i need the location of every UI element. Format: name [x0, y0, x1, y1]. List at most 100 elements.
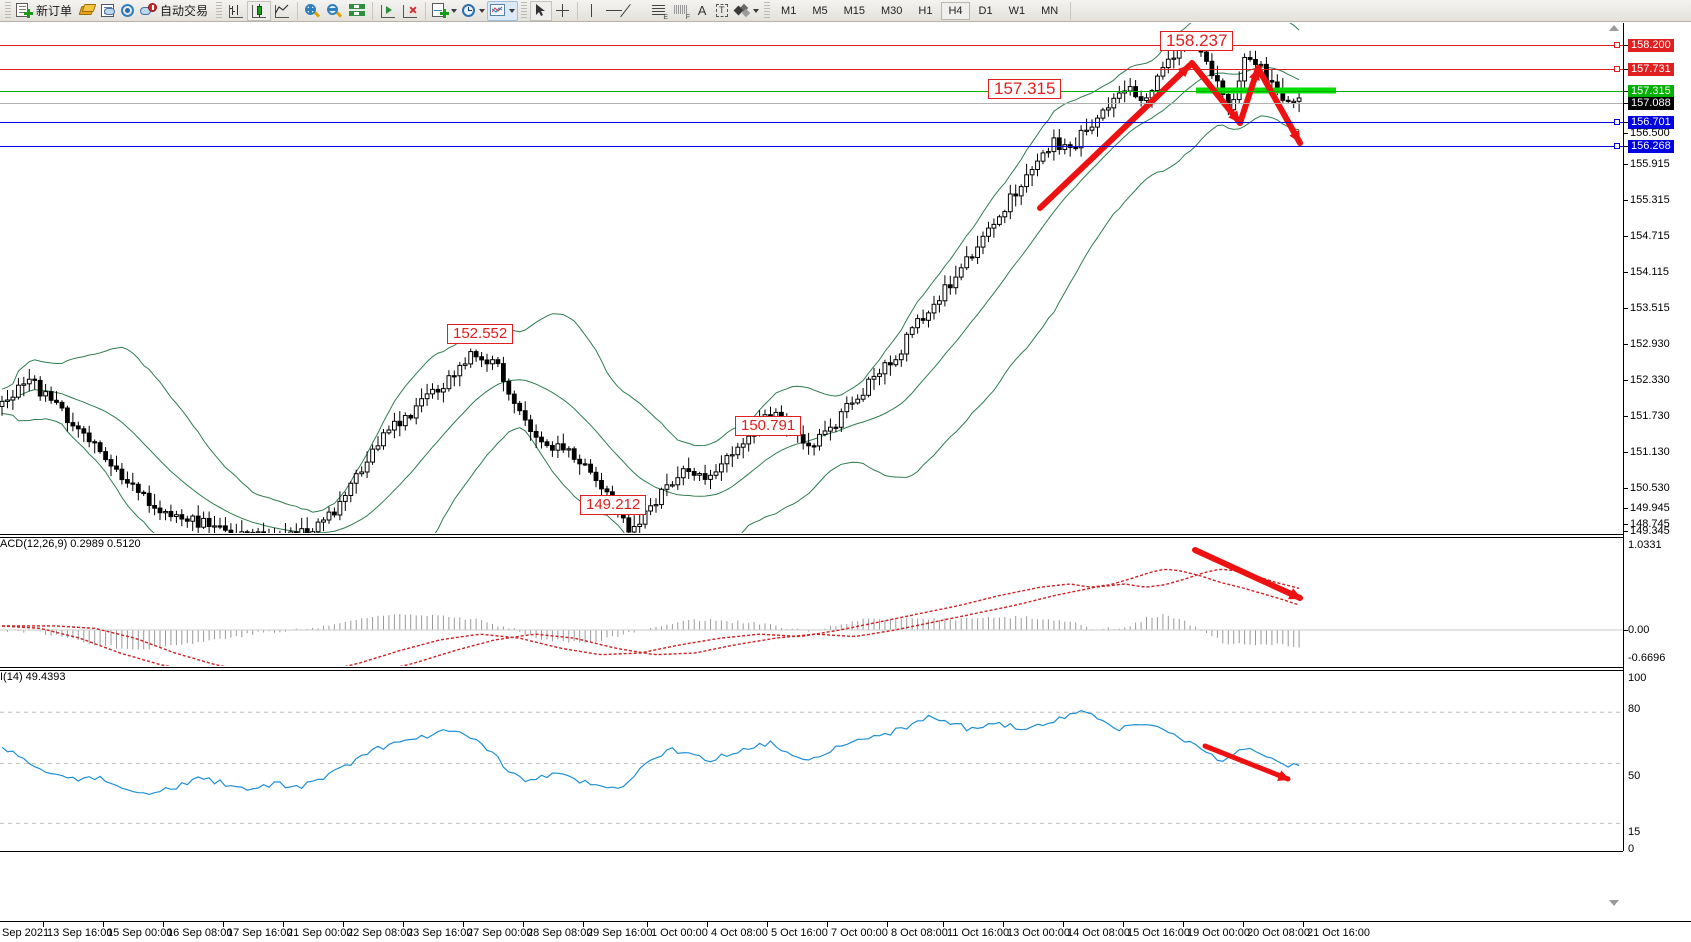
time-axis-tick: [103, 922, 104, 927]
text-button[interactable]: A: [692, 1, 712, 21]
price-scale-label: 156.500: [1630, 127, 1670, 139]
new-order-button[interactable]: 新订单: [14, 1, 77, 21]
target-zone-marker[interactable]: [1196, 87, 1336, 94]
time-axis-label: 21 Oct 16:00: [1307, 927, 1370, 939]
period-button[interactable]: [459, 1, 487, 21]
timeframe-h4[interactable]: H4: [941, 1, 970, 20]
crosshair-button[interactable]: [552, 1, 573, 21]
price-scale-tick: [1624, 236, 1628, 237]
trend-arrow[interactable]: [1255, 65, 1303, 146]
timeframe-w1[interactable]: W1: [1008, 4, 1026, 17]
timeframe-m30[interactable]: M30: [881, 4, 903, 17]
indicators-icon: [432, 3, 450, 18]
rsi-pane[interactable]: [0, 671, 1623, 851]
time-axis-tick: [1063, 922, 1064, 927]
macd-scale-tick: [1624, 630, 1628, 631]
macd-pane[interactable]: [0, 538, 1623, 666]
time-axis-label: 22 Sep 08:00: [347, 927, 413, 939]
price-scale-tick: [1624, 69, 1628, 70]
price-scale-tick: [1624, 308, 1628, 309]
signals-button[interactable]: [118, 1, 138, 21]
shapes-button[interactable]: [732, 1, 761, 21]
timeframe-m1[interactable]: M1: [781, 4, 797, 17]
cursor-button[interactable]: [530, 0, 553, 21]
chevron-down-icon[interactable]: [451, 8, 458, 13]
price-scale-label: 152.330: [1630, 374, 1670, 386]
rsi-scale-label: 0: [1628, 843, 1635, 855]
chevron-down-icon-2[interactable]: [479, 8, 486, 13]
price-annotation-label[interactable]: 152.552: [447, 324, 514, 344]
toolbar-separator-2: [372, 1, 374, 20]
macd-scale-label: 0.00: [1628, 624, 1650, 636]
timeframe-d1[interactable]: D1: [978, 4, 993, 17]
candlestick-chart-icon: [250, 3, 268, 19]
vertical-line-button[interactable]: [582, 1, 602, 21]
time-axis-tick: [343, 922, 344, 927]
macd-scale-label: -0.6696: [1628, 652, 1666, 664]
toolbar-grip[interactable]: [5, 1, 11, 20]
toolbar-grip-2[interactable]: [216, 1, 223, 20]
channel-button[interactable]: F: [670, 1, 692, 21]
time-scale[interactable]: Sep 2021 13 Sep 16:00 15 Sep 00:00 16 Sep 0…: [0, 922, 1623, 942]
time-axis-tick: [707, 922, 708, 927]
price-annotation-label[interactable]: 157.315: [988, 79, 1062, 99]
candlestick-chart-button[interactable]: [247, 0, 272, 21]
grid-toggle-button[interactable]: [346, 1, 368, 21]
price-scale-tick: [1624, 524, 1628, 525]
text-label-button[interactable]: T: [712, 1, 732, 21]
chevron-down-icon-3[interactable]: [509, 8, 516, 13]
price-scale[interactable]: 158.200 157.731 157.315 157.088 156.701 156.5…: [1624, 23, 1691, 855]
timeframe-h1[interactable]: H1: [918, 4, 933, 17]
price-scale-tick: [1624, 103, 1628, 104]
time-axis-tick: [1243, 922, 1244, 927]
chevron-down-icon-4[interactable]: [753, 8, 760, 13]
pane-separator-1: [0, 534, 1623, 535]
fibonacci-button[interactable]: E: [648, 1, 670, 21]
new-order-icon: [16, 3, 33, 18]
main-toolbar: 新订单 自动交易: [0, 0, 1691, 22]
rsi-trend-arrow[interactable]: [1202, 743, 1291, 782]
scroll-down-arrow[interactable]: [1609, 900, 1619, 906]
price-scale-tick: [1624, 146, 1628, 147]
timeframe-m15[interactable]: M15: [843, 4, 865, 17]
time-axis-label: 21 Sep 00:00: [287, 927, 353, 939]
time-axis-tick: [403, 922, 404, 927]
price-scale-label: 157.315: [1628, 85, 1674, 98]
scroll-up-arrow[interactable]: [1609, 25, 1619, 31]
auto-scroll-button[interactable]: [377, 1, 399, 21]
bar-chart-button[interactable]: [225, 1, 247, 21]
line-chart-button[interactable]: [271, 1, 293, 21]
bar-chart-icon: [227, 3, 245, 19]
chart-shift-button[interactable]: [399, 1, 421, 21]
price-annotation-label[interactable]: 158.237: [1160, 31, 1234, 51]
price-scale-label: 149.345: [1630, 525, 1670, 537]
macd-trend-arrow[interactable]: [1192, 547, 1303, 601]
horizontal-line-icon: [604, 3, 624, 18]
templates-button[interactable]: [487, 0, 519, 21]
price-scale-divider: [1623, 23, 1624, 851]
price-scale-label: 156.701: [1628, 116, 1674, 129]
price-chart-pane[interactable]: [0, 23, 1623, 533]
toolbar-grip-4[interactable]: [764, 1, 771, 20]
zoom-in-button[interactable]: [302, 1, 324, 21]
timeframe-mn[interactable]: MN: [1041, 4, 1059, 17]
fibonacci-icon: E: [650, 3, 668, 21]
zoom-out-button[interactable]: [324, 1, 346, 21]
toolbar-grip-3[interactable]: [521, 1, 528, 20]
horizontal-line-button[interactable]: [602, 1, 626, 21]
price-scale-label: 153.515: [1630, 302, 1670, 314]
price-scale-tick: [1624, 508, 1628, 509]
time-axis-label: 8 Oct 08:00: [891, 927, 948, 939]
trend-arrow[interactable]: [1037, 62, 1193, 211]
time-axis-label: 20 Oct 08:00: [1247, 927, 1310, 939]
timeframe-m5[interactable]: M5: [812, 4, 828, 17]
trend-arrow[interactable]: [1189, 60, 1243, 126]
news-button[interactable]: [98, 1, 118, 21]
autotrading-button[interactable]: 自动交易: [138, 1, 213, 21]
time-axis-label: 4 Oct 08:00: [711, 927, 768, 939]
indicators-button[interactable]: [430, 1, 459, 21]
price-annotation-label[interactable]: 149.212: [580, 495, 647, 515]
price-scale-tick: [1624, 200, 1628, 201]
price-annotation-label[interactable]: 150.791: [735, 416, 802, 436]
